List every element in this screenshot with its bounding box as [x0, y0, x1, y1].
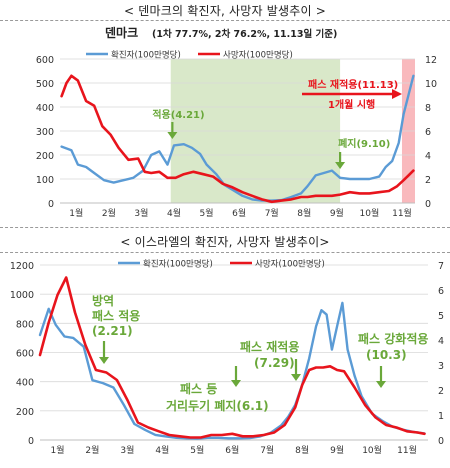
x-tick-label: 1월: [69, 207, 83, 219]
x-tick-label: 8월: [297, 207, 311, 219]
x-tick-label: 4월: [155, 444, 169, 456]
y-left-tick-label: 800: [16, 319, 34, 330]
y-right-tick-label: 2: [438, 386, 444, 397]
y-left-tick-label: 200: [16, 407, 34, 418]
chart-denmark: 덴마크 (1차 77.7%, 2차 76.2%, 11.13일 기준)010020…: [36, 25, 437, 219]
y-left-tick-label: 1000: [10, 290, 34, 301]
annotation-label: (10.3): [366, 348, 407, 362]
annotation-label: (7.29): [254, 356, 295, 370]
y-left-tick-label: 200: [36, 151, 54, 162]
arrow-head: [335, 162, 346, 169]
annotation-label: 패스 강화적용: [358, 331, 428, 346]
x-tick-label: 11월: [392, 207, 412, 219]
x-tick-label: 3월: [134, 207, 148, 219]
y-right-tick-label: 10: [425, 79, 437, 90]
y-right-tick-label: 12: [425, 55, 437, 66]
divider: [0, 252, 450, 253]
x-tick-label: 5월: [200, 207, 214, 219]
y-right-tick-label: 3: [438, 361, 444, 372]
y-left-tick-label: 100: [36, 175, 54, 186]
y-right-tick-label: 5: [438, 311, 444, 322]
y-left-tick-label: 0: [48, 199, 54, 210]
arrow-head: [99, 357, 109, 364]
y-left-tick-label: 600: [36, 55, 54, 66]
x-tick-label: 2월: [102, 207, 116, 219]
series-line-cases: [60, 74, 415, 202]
x-tick-label: 11월: [397, 444, 417, 456]
y-right-tick-label: 2: [425, 175, 431, 186]
annotation-label: 방역: [92, 293, 114, 308]
y-left-tick-label: 400: [16, 378, 34, 389]
x-tick-label: 7월: [260, 444, 274, 456]
chart-subtitle: (1차 77.7%, 2차 76.2%, 11.13일 기준): [152, 28, 337, 40]
annotation-label: 패스 적용: [92, 308, 140, 323]
heading-denmark: < 덴마크의 확진자, 사망자 발생추이 >: [124, 4, 326, 18]
x-tick-label: 6월: [225, 444, 239, 456]
x-tick-label: 10월: [362, 444, 382, 456]
y-right-tick-label: 1: [438, 411, 444, 422]
annotation-label: 적용(4.21): [152, 108, 204, 121]
annotation-label: 패스 재적용: [240, 339, 299, 354]
y-left-tick-label: 500: [36, 79, 54, 90]
series-line-deaths: [38, 276, 426, 439]
arrow-head: [392, 89, 402, 99]
x-tick-label: 8월: [295, 444, 309, 456]
x-tick-label: 9월: [330, 207, 344, 219]
y-right-tick-label: 4: [425, 151, 431, 162]
x-tick-label: 1월: [50, 444, 64, 456]
y-left-tick-label: 600: [16, 349, 34, 360]
y-right-tick-label: 4: [438, 336, 444, 347]
x-tick-label: 3월: [120, 444, 134, 456]
y-right-tick-label: 0: [425, 199, 431, 210]
legend-label: 사망자(100만명당): [255, 259, 325, 270]
chart-title: 덴마크: [105, 25, 138, 40]
x-tick-label: 10월: [360, 207, 380, 219]
y-left-tick-label: 300: [36, 127, 54, 138]
y-left-tick-label: 0: [28, 436, 34, 447]
series-line-deaths: [60, 74, 415, 204]
annotation-label: (2.21): [92, 324, 133, 338]
divider: [0, 227, 450, 228]
x-tick-label: 4월: [167, 207, 181, 219]
x-tick-label: 6월: [232, 207, 246, 219]
legend-label: 확진자(100만명당): [111, 50, 181, 61]
x-tick-label: 2월: [85, 444, 99, 456]
y-right-tick-label: 8: [425, 103, 431, 114]
y-right-tick-label: 6: [438, 286, 444, 297]
arrow-head: [167, 132, 178, 139]
y-left-tick-label: 400: [36, 103, 54, 114]
x-tick-label: 7월: [265, 207, 279, 219]
arrow-head: [231, 380, 241, 387]
annotation-label: 패스 등: [180, 382, 217, 396]
y-right-tick-label: 7: [438, 261, 444, 272]
heading-israel: < 이스라엘의 확진자, 사망자 발생추이>: [120, 235, 330, 249]
annotation-label: 패스 재적용(11.13): [308, 78, 398, 91]
arrow-head: [376, 381, 386, 388]
y-right-tick-label: 0: [438, 436, 444, 447]
divider: [0, 20, 450, 21]
annotation-label: 1개월 시행: [328, 98, 375, 111]
x-tick-label: 5월: [190, 444, 204, 456]
annotation-label: 폐지(9.10): [338, 137, 390, 150]
annotation-label: 거리두기 폐지(6.1): [166, 398, 269, 413]
arrow-head: [291, 374, 301, 381]
x-tick-label: 9월: [330, 444, 344, 456]
legend-label: 사망자(100만명당): [223, 50, 293, 61]
legend-label: 확진자(100만명당): [143, 259, 213, 270]
y-right-tick-label: 6: [425, 127, 431, 138]
y-left-tick-label: 1200: [10, 261, 34, 272]
chart-israel: 0 200 400 600 800 1000 1200 0 1 2 3 4 5 6 7 1월 2월 3월 4월 5월 6…: [10, 259, 444, 457]
